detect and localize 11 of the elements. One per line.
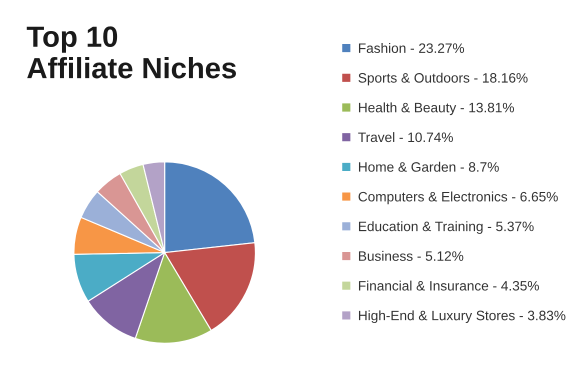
legend-label: High-End & Luxury Stores - 3.83% — [358, 310, 566, 324]
legend-label: Financial & Insurance - 4.35% — [358, 280, 539, 291]
legend-label: Education & Training - 5.37% — [358, 221, 534, 234]
legend-label: Sports & Outdoors - 18.16% — [358, 72, 528, 86]
legend-label: Travel - 10.74% — [358, 132, 453, 142]
legend-label: Fashion - 23.27% — [358, 42, 464, 53]
legend-label: Home & Garden - 8.7% — [358, 162, 499, 172]
legend-label: Business - 5.12% — [358, 250, 464, 261]
legend-label: Health & Beauty - 13.81% — [358, 102, 514, 116]
chart-title: Top 10 Affiliate Niches — [26, 26, 236, 78]
legend-label: Computers & Electronics - 6.65% — [358, 192, 558, 204]
